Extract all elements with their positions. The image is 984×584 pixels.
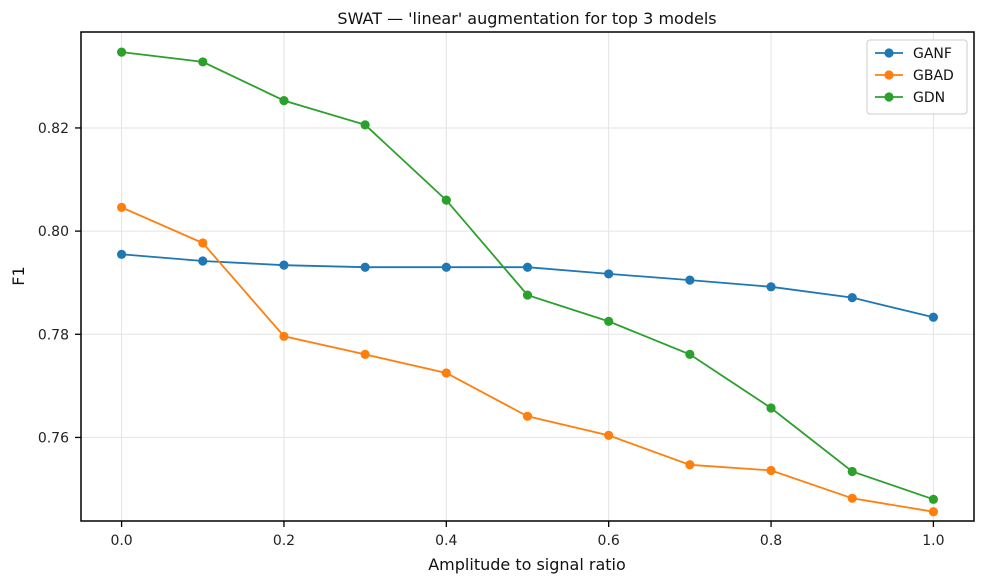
legend-swatch-marker [884, 48, 894, 58]
data-point-gdn [360, 120, 370, 130]
legend: GANF GBAD GDN [866, 39, 968, 115]
data-point-gdn [198, 57, 208, 67]
x-tick-label: 0.4 [435, 533, 457, 549]
series-ganf [116, 249, 939, 322]
series-line-gdn [121, 51, 934, 501]
y-tick-label: 0.78 [38, 327, 69, 343]
data-point-gbad [928, 507, 939, 517]
data-point-gdn [116, 47, 127, 57]
data-point-gdn [604, 316, 614, 326]
data-point-gdn [522, 290, 533, 300]
x-tick-label: 1.0 [922, 533, 944, 549]
y-tick-label: 0.76 [38, 430, 69, 446]
series-gdn [116, 47, 939, 504]
series-gbad [116, 202, 939, 517]
legend-label: GDN [913, 90, 945, 106]
legend-swatch-marker [884, 70, 894, 80]
data-point-gbad [116, 202, 127, 212]
grid-layer [81, 32, 974, 521]
data-point-ganf [198, 256, 208, 266]
legend-item-ganf: GANF [875, 46, 952, 62]
data-point-ganf [522, 262, 533, 272]
data-point-ganf [279, 260, 289, 270]
data-point-ganf [685, 275, 695, 285]
tick-layer: 0.0 0.2 0.4 0.6 0.8 1.0 0.76 0.78 0.80 0.82 [38, 121, 945, 549]
legend-item-gbad: GBAD [875, 68, 954, 84]
x-tick-label: 0.2 [273, 533, 295, 549]
data-point-ganf [360, 262, 370, 272]
data-point-gdn [279, 96, 289, 106]
y-axis-label: F1 [9, 266, 28, 285]
data-point-gbad [360, 349, 370, 359]
data-point-ganf [441, 262, 451, 272]
data-point-gdn [685, 349, 695, 359]
data-point-gbad [441, 368, 451, 378]
x-tick-label: 0.0 [110, 533, 132, 549]
data-point-gbad [847, 493, 857, 503]
data-point-gbad [198, 238, 208, 248]
legend-swatch-marker [884, 92, 894, 102]
data-point-gbad [685, 460, 695, 470]
data-point-gbad [766, 465, 776, 476]
chart-title: SWAT — 'linear' augmentation for top 3 m… [337, 9, 716, 28]
x-axis-label: Amplitude to signal ratio [428, 555, 626, 574]
data-point-gdn [928, 494, 939, 504]
data-point-ganf [116, 249, 127, 259]
data-point-gdn [766, 403, 776, 413]
legend-label: GBAD [913, 68, 954, 84]
x-tick-label: 0.8 [760, 533, 782, 549]
data-point-gbad [604, 430, 614, 440]
data-point-gdn [441, 195, 451, 205]
data-point-gbad [279, 331, 289, 341]
data-point-ganf [766, 282, 776, 292]
y-tick-label: 0.80 [38, 224, 69, 240]
plot-frame [80, 31, 975, 522]
data-point-gdn [847, 466, 857, 477]
legend-label: GANF [913, 46, 952, 62]
y-tick-label: 0.82 [38, 121, 69, 137]
series-layer [116, 47, 939, 517]
x-tick-label: 0.6 [598, 533, 620, 549]
data-point-gbad [522, 411, 533, 421]
data-point-ganf [604, 269, 614, 279]
data-point-ganf [847, 293, 857, 303]
legend-item-gdn: GDN [875, 90, 945, 106]
series-line-gbad [121, 206, 934, 513]
data-point-ganf [928, 312, 939, 322]
